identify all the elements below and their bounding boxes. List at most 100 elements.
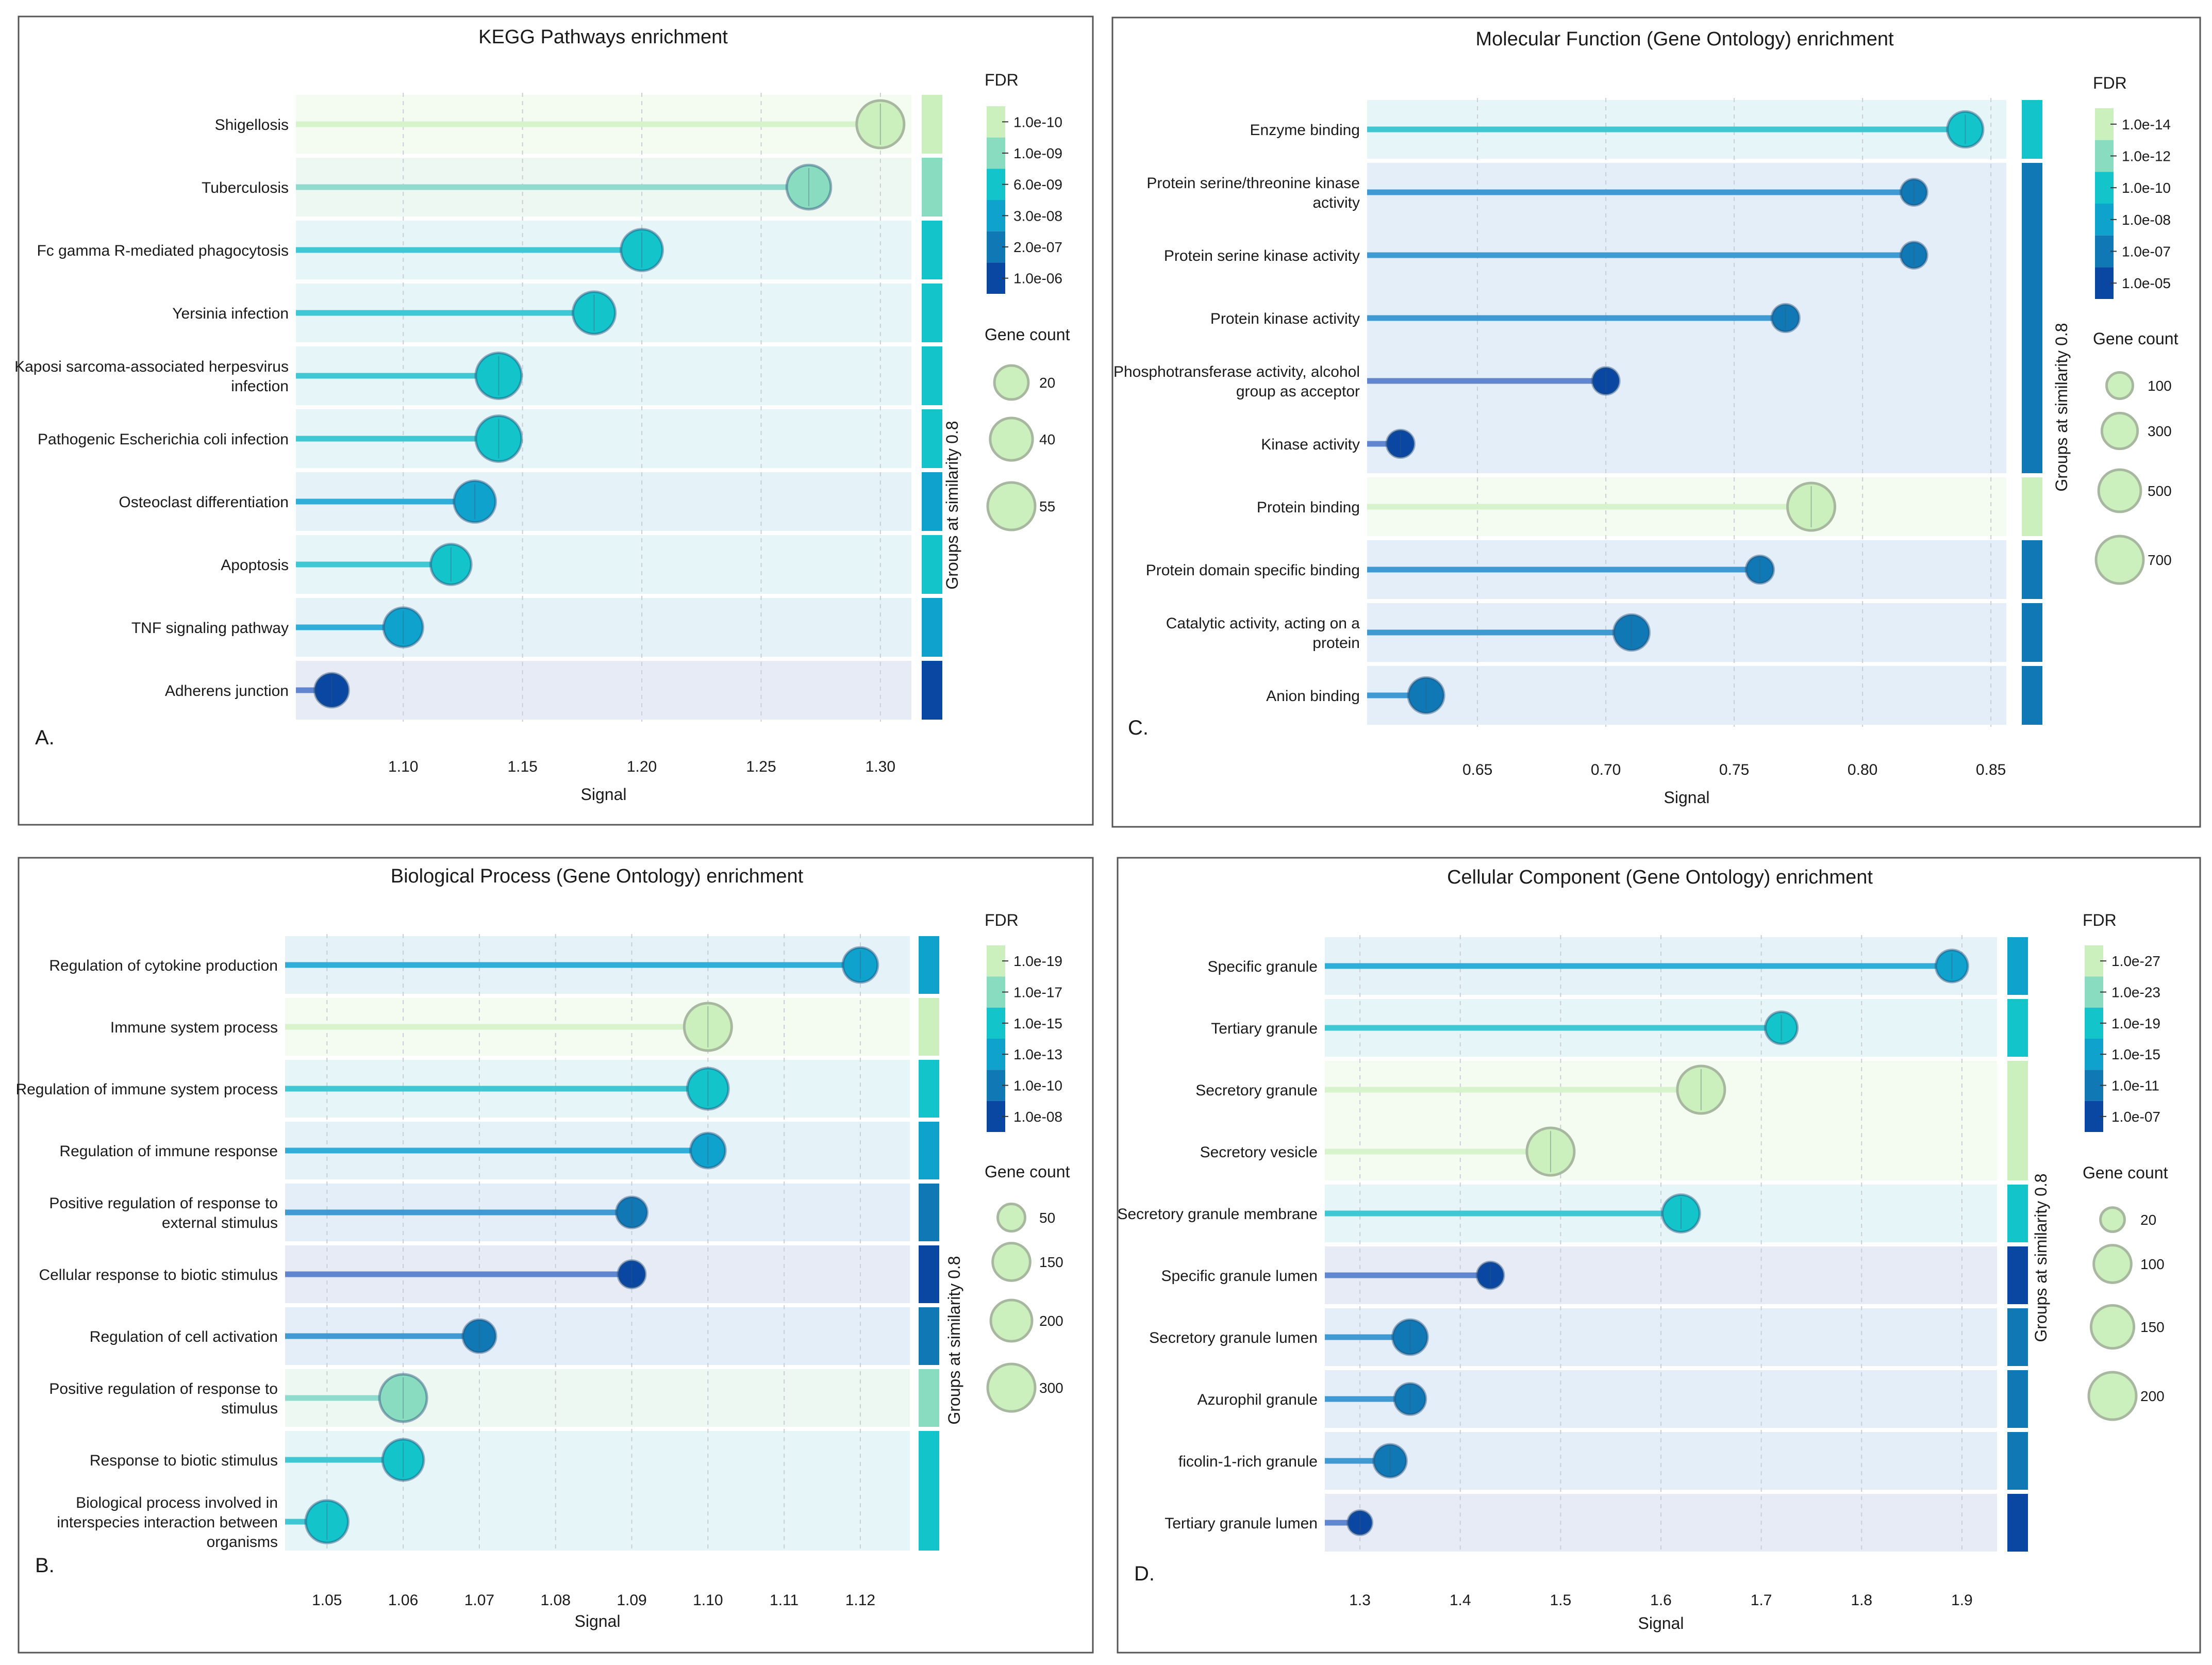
category-label-line: Positive regulation of response to [49,1195,278,1212]
category-label-line: Phosphotransferase activity, alcohol [1113,363,1360,380]
fdr-legend-label: 1.0e-13 [1013,1046,1062,1062]
fdr-legend-label: 1.0e-07 [2111,1109,2160,1125]
gene-count-legend-label: 200 [2140,1388,2165,1404]
category-label-line: Anion binding [1266,688,1360,705]
fdr-legend-label: 1.0e-10 [1013,1078,1062,1094]
gene-count-legend-circle [986,1362,1037,1413]
category-label-line: Regulation of immune system process [15,1081,278,1098]
group-strip [2007,1494,2028,1552]
gene-count-legend-label: 150 [2140,1319,2165,1335]
gene-count-legend-label: 20 [1039,375,1055,391]
category-label-line: Adherens junction [165,682,289,700]
x-tick-label: 1.8 [1851,1592,1872,1609]
gene-count-legend-circle [986,481,1037,531]
category-label: Fc gamma R-mediated phagocytosis [37,242,289,259]
gene-count-legend-label: 100 [2148,378,2172,394]
group-axis-label: Groups at similarity 0.8 [2052,323,2071,491]
category-label: Kinase activity [1261,436,1360,453]
lollipop-bubble [1744,554,1775,585]
category-label-line: activity [1312,194,1360,211]
x-tick-label: 1.08 [541,1592,571,1609]
category-label: Secretory vesicle [1200,1144,1318,1161]
category-label-line: Secretory vesicle [1200,1144,1318,1161]
category-label-line: Catalytic activity, acting on a [1166,615,1360,632]
fdr-legend-label: 1.0e-17 [1013,985,1062,1001]
x-tick-label: 1.6 [1650,1592,1672,1609]
category-label: Azurophil granule [1198,1391,1318,1408]
category-label-line: Response to biotic stimulus [90,1452,278,1469]
category-label-line: Regulation of immune response [59,1143,278,1160]
gene-count-legend-title: Gene count [2093,329,2178,348]
fdr-legend-title: FDR [985,71,1019,89]
category-label: Regulation of immune system process [15,1081,278,1098]
gene-count-legend-label: 150 [1039,1254,1063,1270]
chart-title: Cellular Component (Gene Ontology) enric… [1447,867,1873,888]
category-label: Enzyme binding [1250,122,1360,139]
x-tick-label: 1.4 [1450,1592,1471,1609]
x-tick-label: 0.85 [1976,761,2006,778]
lollipop-bubble [1591,366,1621,396]
group-strip [2022,100,2042,159]
x-tick-label: 1.10 [388,758,418,775]
gene-count-legend-label: 50 [1039,1210,1055,1226]
lollipop-bubble [614,1195,649,1229]
category-label: Phosphotransferase activity, alcohol grou… [1113,363,1360,400]
panel-label: C. [1128,717,1149,739]
lollipop-bubble [1407,676,1445,715]
category-label-line: Specific granule [1208,958,1318,975]
category-label: Apoptosis [221,557,289,574]
lollipop-bubble [378,1373,428,1423]
category-label: Protein domain specific binding [1146,562,1360,579]
lollipop-bubble [617,1259,647,1289]
fdr-legend-label: 3.0e-08 [1013,208,1062,224]
lollipop-bubble [1786,481,1837,532]
category-label: Regulation of cell activation [90,1328,278,1345]
gene-count-legend-label: 40 [1039,431,1055,447]
panel-D: Cellular Component (Gene Ontology) enric… [1117,857,2201,1654]
x-tick-label: 1.09 [617,1592,646,1609]
lollipop-bubble [1661,1193,1701,1234]
lollipop-bubble [785,163,833,211]
category-label: Regulation of immune response [59,1143,278,1160]
x-tick-label: 0.75 [1719,761,1749,778]
category-label: Shigellosis [215,116,289,134]
category-label-line: external stimulus [162,1214,278,1231]
category-label-line: Secretory granule [1195,1082,1318,1099]
category-label-line: Regulation of cell activation [90,1328,278,1345]
lollipop-bubble [686,1067,730,1111]
category-label-line: Shigellosis [215,116,289,134]
x-tick-label: 1.15 [507,758,537,775]
lollipop-bubble [689,1131,727,1170]
lollipop-bubble [571,290,617,336]
category-label-line: Protein serine kinase activity [1164,247,1360,264]
category-label-line: stimulus [221,1400,278,1417]
lollipop-bubble [1346,1509,1374,1536]
group-strip [919,1184,939,1241]
category-label: Pathogenic Escherichia coli infection [38,431,289,448]
group-strip [922,221,942,279]
lollipop-bubble [1391,1318,1429,1356]
category-label-line: Tertiary granule lumen [1165,1515,1318,1532]
gene-count-legend-label: 100 [2140,1256,2165,1272]
lollipop-bubble [1770,303,1801,334]
lollipop-bubble [1385,428,1416,459]
fdr-legend-label: 1.0e-14 [2122,116,2171,132]
panel-B: Biological Process (Gene Ontology) enric… [15,857,1094,1654]
gene-count-legend-circle [989,1298,1034,1343]
category-label: Positive regulation of response to stimul… [49,1380,278,1417]
gene-count-legend-circle [2092,1244,2133,1284]
group-strip [2007,1246,2028,1304]
category-label-line: Secretory granule membrane [1117,1206,1318,1223]
fdr-legend-label: 1.0e-09 [1013,145,1062,161]
category-label: Biological process involved in interspeci… [57,1494,278,1551]
fdr-legend-label: 1.0e-15 [1013,1015,1062,1031]
lollipop-bubble [1393,1382,1427,1416]
fdr-legend-label: 1.0e-08 [2122,212,2171,228]
gene-count-legend-circle [989,417,1034,462]
fdr-legend-label: 6.0e-09 [1013,177,1062,193]
category-label-line: Enzyme binding [1250,122,1360,139]
group-axis-label: Groups at similarity 0.8 [945,1256,963,1424]
lollipop-bubble [841,946,879,984]
category-label: TNF signaling pathway [131,620,289,637]
group-axis-label: Groups at similarity 0.8 [2032,1173,2050,1342]
